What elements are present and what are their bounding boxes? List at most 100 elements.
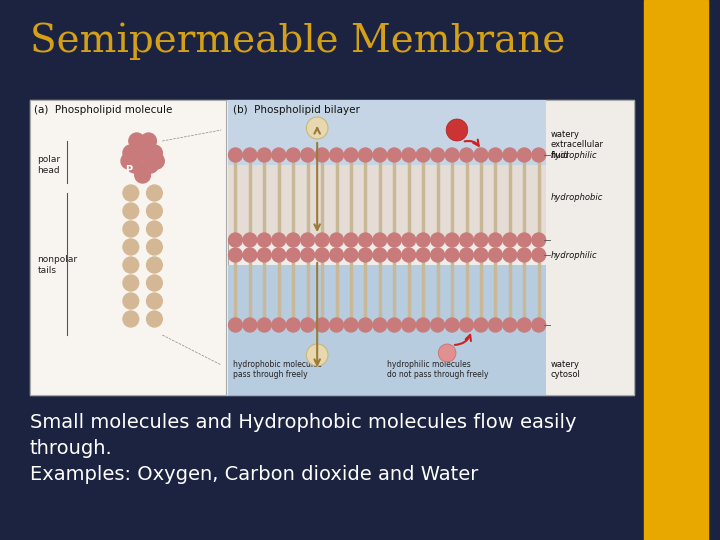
Circle shape — [387, 318, 401, 332]
Circle shape — [147, 293, 162, 309]
Circle shape — [402, 248, 415, 262]
Circle shape — [330, 248, 343, 262]
Circle shape — [445, 248, 459, 262]
Text: Examples: Oxygen, Carbon dioxide and Water: Examples: Oxygen, Carbon dioxide and Wat… — [30, 465, 478, 484]
Circle shape — [123, 145, 139, 161]
Text: Semipermeable Membrane: Semipermeable Membrane — [30, 22, 565, 59]
Circle shape — [373, 148, 387, 162]
Circle shape — [301, 148, 315, 162]
Circle shape — [446, 119, 468, 141]
Circle shape — [228, 148, 243, 162]
Circle shape — [459, 233, 473, 247]
Circle shape — [135, 145, 150, 161]
Circle shape — [135, 167, 150, 183]
Circle shape — [532, 248, 546, 262]
Circle shape — [488, 318, 503, 332]
Circle shape — [387, 148, 401, 162]
Circle shape — [459, 248, 473, 262]
Circle shape — [503, 318, 517, 332]
Circle shape — [147, 203, 162, 219]
Bar — [30, 100, 634, 395]
Circle shape — [518, 148, 531, 162]
Circle shape — [518, 248, 531, 262]
Circle shape — [488, 148, 503, 162]
Circle shape — [287, 148, 300, 162]
Circle shape — [123, 257, 139, 273]
Circle shape — [344, 318, 358, 332]
Circle shape — [143, 157, 158, 173]
Circle shape — [272, 233, 286, 247]
Circle shape — [373, 233, 387, 247]
Circle shape — [123, 239, 139, 255]
Circle shape — [140, 133, 156, 149]
Circle shape — [503, 148, 517, 162]
Bar — [644, 0, 708, 540]
Text: (b)  Phospholipid bilayer: (b) Phospholipid bilayer — [233, 105, 360, 115]
Circle shape — [503, 233, 517, 247]
Circle shape — [330, 318, 343, 332]
Text: watery
cytosol: watery cytosol — [551, 360, 581, 380]
Circle shape — [416, 148, 430, 162]
Circle shape — [402, 148, 415, 162]
Circle shape — [228, 248, 243, 262]
Circle shape — [416, 318, 430, 332]
Circle shape — [474, 248, 488, 262]
Circle shape — [123, 293, 139, 309]
Circle shape — [416, 233, 430, 247]
Circle shape — [147, 275, 162, 291]
Circle shape — [228, 233, 243, 247]
Circle shape — [147, 239, 162, 255]
Circle shape — [123, 185, 139, 201]
Text: Small molecules and Hydrophobic molecules flow easily: Small molecules and Hydrophobic molecule… — [30, 413, 576, 432]
Circle shape — [532, 148, 546, 162]
Circle shape — [373, 318, 387, 332]
Circle shape — [445, 233, 459, 247]
Circle shape — [445, 318, 459, 332]
Circle shape — [402, 233, 415, 247]
Circle shape — [459, 148, 473, 162]
Text: hydrophobic: hydrophobic — [551, 193, 603, 202]
Text: hydrophobic molecules
pass through freely: hydrophobic molecules pass through freel… — [233, 360, 322, 380]
Circle shape — [272, 148, 286, 162]
Circle shape — [287, 233, 300, 247]
Circle shape — [359, 248, 372, 262]
Text: P: P — [125, 165, 132, 175]
Circle shape — [258, 233, 271, 247]
Circle shape — [258, 148, 271, 162]
Circle shape — [438, 344, 456, 362]
Bar — [228, 165, 546, 240]
Circle shape — [287, 318, 300, 332]
Circle shape — [416, 248, 430, 262]
Circle shape — [344, 148, 358, 162]
Circle shape — [402, 318, 415, 332]
Circle shape — [301, 318, 315, 332]
Circle shape — [129, 133, 145, 149]
Circle shape — [315, 248, 329, 262]
Circle shape — [459, 318, 473, 332]
Bar — [228, 265, 546, 395]
Circle shape — [272, 248, 286, 262]
Circle shape — [301, 233, 315, 247]
Text: (a)  Phospholipid molecule: (a) Phospholipid molecule — [35, 105, 173, 115]
Circle shape — [123, 275, 139, 291]
Circle shape — [243, 148, 257, 162]
Circle shape — [123, 221, 139, 237]
Circle shape — [123, 311, 139, 327]
Circle shape — [301, 248, 315, 262]
Circle shape — [148, 153, 164, 169]
Circle shape — [431, 248, 444, 262]
Circle shape — [258, 248, 271, 262]
Circle shape — [147, 311, 162, 327]
Circle shape — [315, 233, 329, 247]
Circle shape — [147, 221, 162, 237]
Circle shape — [431, 318, 444, 332]
Circle shape — [488, 233, 503, 247]
Circle shape — [373, 248, 387, 262]
Circle shape — [330, 233, 343, 247]
Circle shape — [330, 148, 343, 162]
Text: watery
extracellular
fluid: watery extracellular fluid — [551, 130, 604, 160]
Circle shape — [258, 318, 271, 332]
Circle shape — [431, 233, 444, 247]
Circle shape — [532, 233, 546, 247]
Circle shape — [503, 248, 517, 262]
